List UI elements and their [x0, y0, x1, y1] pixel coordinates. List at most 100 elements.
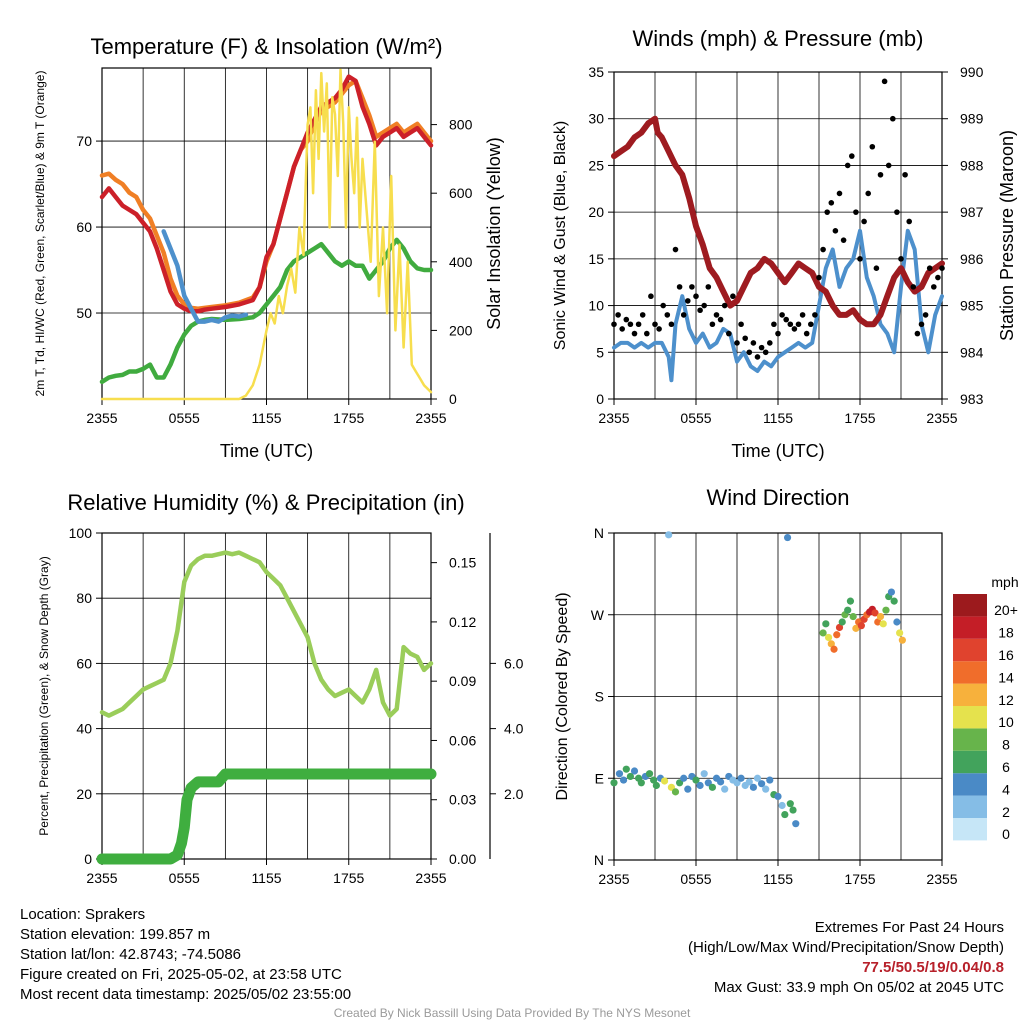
gust-point — [861, 218, 867, 225]
y-tick-label: 0 — [596, 391, 604, 407]
gust-point — [709, 321, 716, 328]
direction-point — [766, 776, 774, 784]
y-tick-label: N — [594, 525, 604, 541]
direction-point — [615, 770, 624, 778]
gust-point — [865, 190, 871, 197]
direction-point — [700, 770, 708, 778]
elevation-text: Station elevation: 199.857 m — [20, 926, 211, 943]
series-line-wind — [612, 228, 944, 383]
y2-tick-label: 988 — [960, 157, 984, 173]
extremes-values: 77.5/50.5/19/0.04/0.8 — [862, 959, 1004, 976]
y-axis-label: Direction (Colored By Speed) — [554, 592, 571, 800]
gust-point — [619, 326, 625, 332]
gust-point — [779, 312, 785, 318]
series-line-pressure — [611, 115, 945, 328]
location-text: Location: Sprakers — [20, 906, 146, 923]
gust-point — [939, 265, 945, 272]
direction-point — [650, 776, 658, 784]
x-tick-label: 2355 — [86, 410, 117, 426]
x-axis-label: Time (UTC) — [220, 441, 313, 461]
gust-point — [791, 326, 798, 332]
colorbar-cell — [953, 706, 987, 729]
gust-point — [689, 284, 695, 290]
colorbar-cell — [953, 594, 987, 617]
y-tick-label: W — [591, 607, 605, 623]
direction-point — [692, 776, 700, 784]
gust-point — [812, 312, 818, 318]
series-line-rh — [99, 550, 434, 718]
colorbar-label: 14 — [998, 669, 1014, 685]
gust-point — [721, 302, 728, 309]
y-tick-label: E — [595, 770, 604, 786]
y-tick-label: N — [594, 852, 604, 868]
colorbar-label: 12 — [998, 692, 1014, 708]
y-tick-label: 60 — [76, 655, 92, 671]
colorbar-cell — [953, 728, 987, 751]
direction-point — [844, 606, 852, 614]
gust-point — [717, 316, 724, 323]
direction-point — [874, 618, 882, 626]
direction-point — [819, 629, 827, 637]
direction-point — [680, 774, 688, 782]
chart-title: Relative Humidity (%) & Precipitation (i… — [67, 490, 464, 515]
gust-point — [631, 330, 638, 337]
direction-point — [762, 785, 770, 793]
direction-point — [721, 785, 729, 793]
extremes-info: Extremes For Past 24 Hours (High/Low/Max… — [688, 918, 1004, 998]
y2-tick-label: 983 — [960, 391, 984, 407]
x-axis-label: Time (UTC) — [731, 441, 824, 461]
gust-point — [906, 218, 912, 225]
gust-point — [910, 284, 917, 290]
gust-point — [787, 321, 794, 328]
gust-point — [840, 237, 847, 243]
gust-point — [820, 246, 826, 253]
y-tick-label: 35 — [588, 64, 604, 80]
direction-point — [745, 778, 753, 786]
direction-point — [630, 767, 639, 775]
direction-point — [792, 820, 800, 828]
gust-point — [775, 330, 781, 337]
direction-point — [774, 792, 782, 801]
winds-pressure-panel: 2355 0555 1155 1755 2355 0 5 10 15 20 25 30 35 983 984… — [552, 26, 1017, 461]
direction-point — [893, 618, 901, 626]
gust-point — [824, 209, 830, 215]
chart-title: Wind Direction — [706, 485, 849, 510]
direction-point — [887, 588, 896, 596]
gust-point — [844, 162, 851, 169]
direction-point — [838, 618, 846, 626]
gust-point — [877, 171, 884, 178]
direction-point — [684, 785, 692, 793]
x-tick-label: 2355 — [598, 410, 629, 426]
direction-point — [849, 612, 857, 621]
colorbar-label: 2 — [1002, 804, 1010, 820]
y3-tick-label: 6.0 — [504, 655, 524, 671]
direction-point — [645, 770, 654, 778]
direction-point — [827, 640, 835, 648]
extremes-heading: Extremes For Past 24 Hours — [814, 919, 1004, 936]
y2-tick-label: 990 — [960, 64, 984, 80]
direction-point — [835, 623, 844, 632]
x-tick-label: 1755 — [333, 410, 364, 426]
x-tick-label: 0555 — [680, 871, 711, 887]
direction-point — [882, 606, 890, 614]
x-tick-label: 2355 — [415, 870, 446, 886]
x-tick-label: 1155 — [763, 871, 793, 887]
direction-point — [890, 597, 898, 605]
gust-point — [894, 209, 900, 215]
direction-point — [610, 779, 618, 787]
gust-point — [754, 354, 761, 360]
gust-point — [713, 312, 720, 318]
humidity-precip-panel: 2355 0555 1155 1755 2355 0 20 40 60 80 100 0.00 0.03… — [37, 490, 524, 886]
colorbar-title: mph — [991, 574, 1018, 590]
direction-point — [833, 631, 841, 639]
colorbar-label: 20+ — [994, 602, 1018, 618]
gust-point — [783, 316, 789, 323]
gust-point — [742, 335, 748, 342]
gust-point — [693, 293, 699, 300]
gust-point — [808, 321, 814, 328]
y2-axis-label: Station Pressure (Maroon) — [997, 130, 1017, 341]
x-tick-label: 1755 — [844, 410, 875, 426]
extremes-subheading: (High/Low/Max Wind/Precipitation/Snow De… — [688, 939, 1004, 956]
gust-point — [931, 284, 937, 290]
y-tick-label: 50 — [76, 305, 92, 321]
